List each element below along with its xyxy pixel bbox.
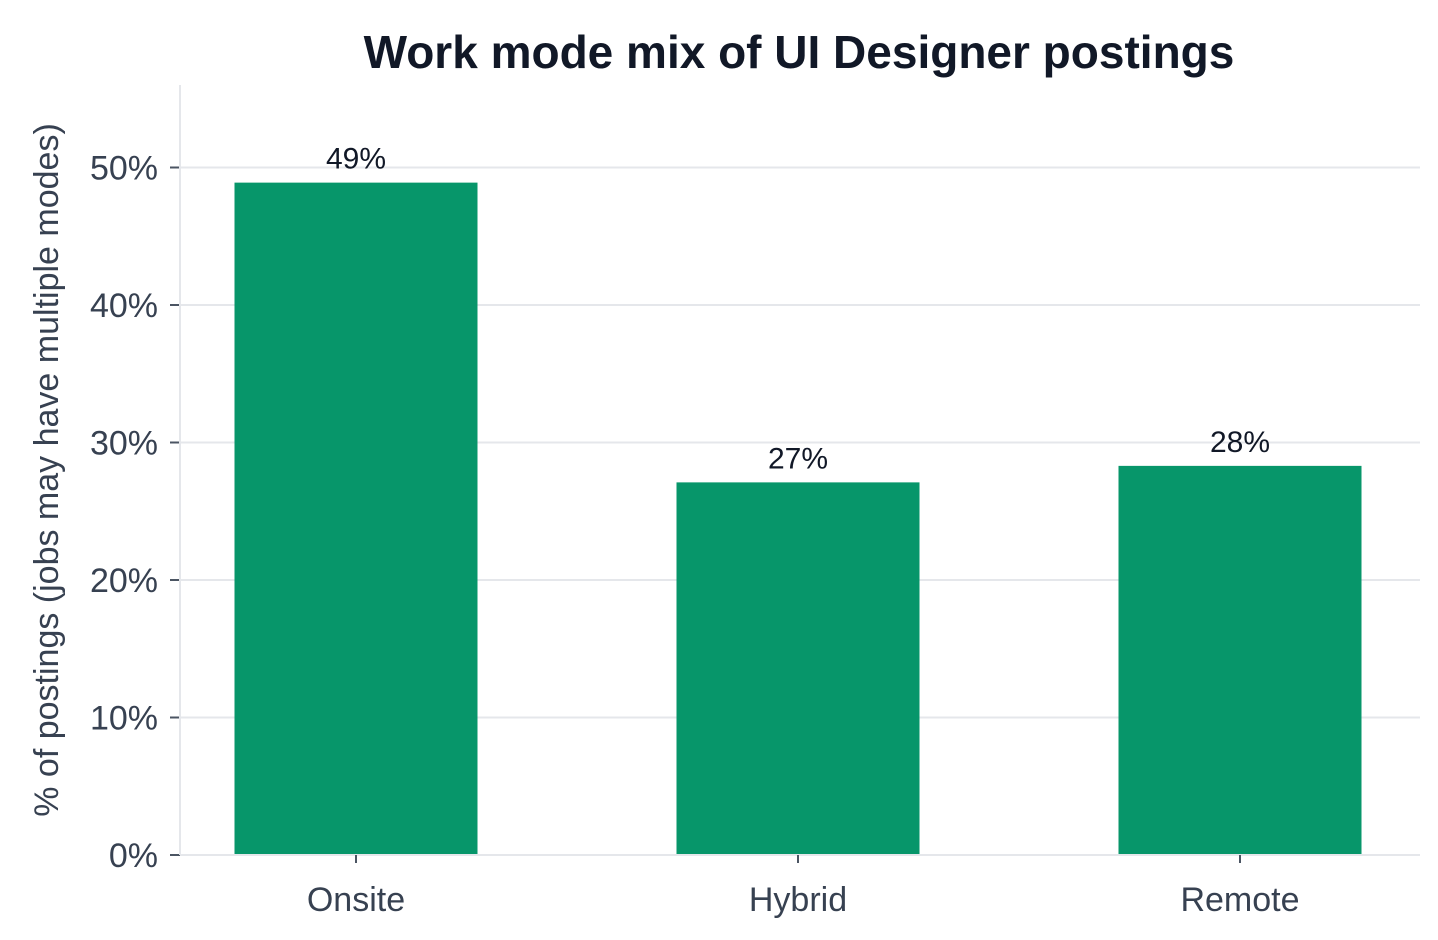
bar-remote: [1118, 465, 1362, 854]
chart-title: Work mode mix of UI Designer postings: [364, 26, 1235, 78]
data-label: 28%: [1210, 426, 1270, 459]
bar-onsite: [234, 182, 478, 854]
y-tick-label: 40%: [90, 287, 158, 325]
x-tick-label: Hybrid: [749, 881, 847, 919]
data-label: 27%: [768, 442, 828, 475]
y-tick-label: 10%: [90, 700, 158, 738]
x-tick-label: Onsite: [307, 881, 405, 919]
y-tick-label: 20%: [90, 562, 158, 600]
labels: 0% 10% 20% 30% 40% 50% 49% Onsite 27% Hybrid 28% Re…: [90, 143, 1300, 919]
data-label: 49%: [326, 143, 386, 176]
x-tick-label: Remote: [1180, 881, 1299, 919]
y-tick-label: 50%: [90, 150, 158, 188]
y-tick-label: 30%: [90, 425, 158, 463]
bars: [234, 182, 1362, 854]
bar-hybrid: [676, 482, 920, 854]
axes: [170, 85, 1420, 863]
y-axis-label: % of postings (jobs may have multiple mo…: [28, 123, 66, 817]
y-tick-label: 0%: [109, 837, 158, 875]
